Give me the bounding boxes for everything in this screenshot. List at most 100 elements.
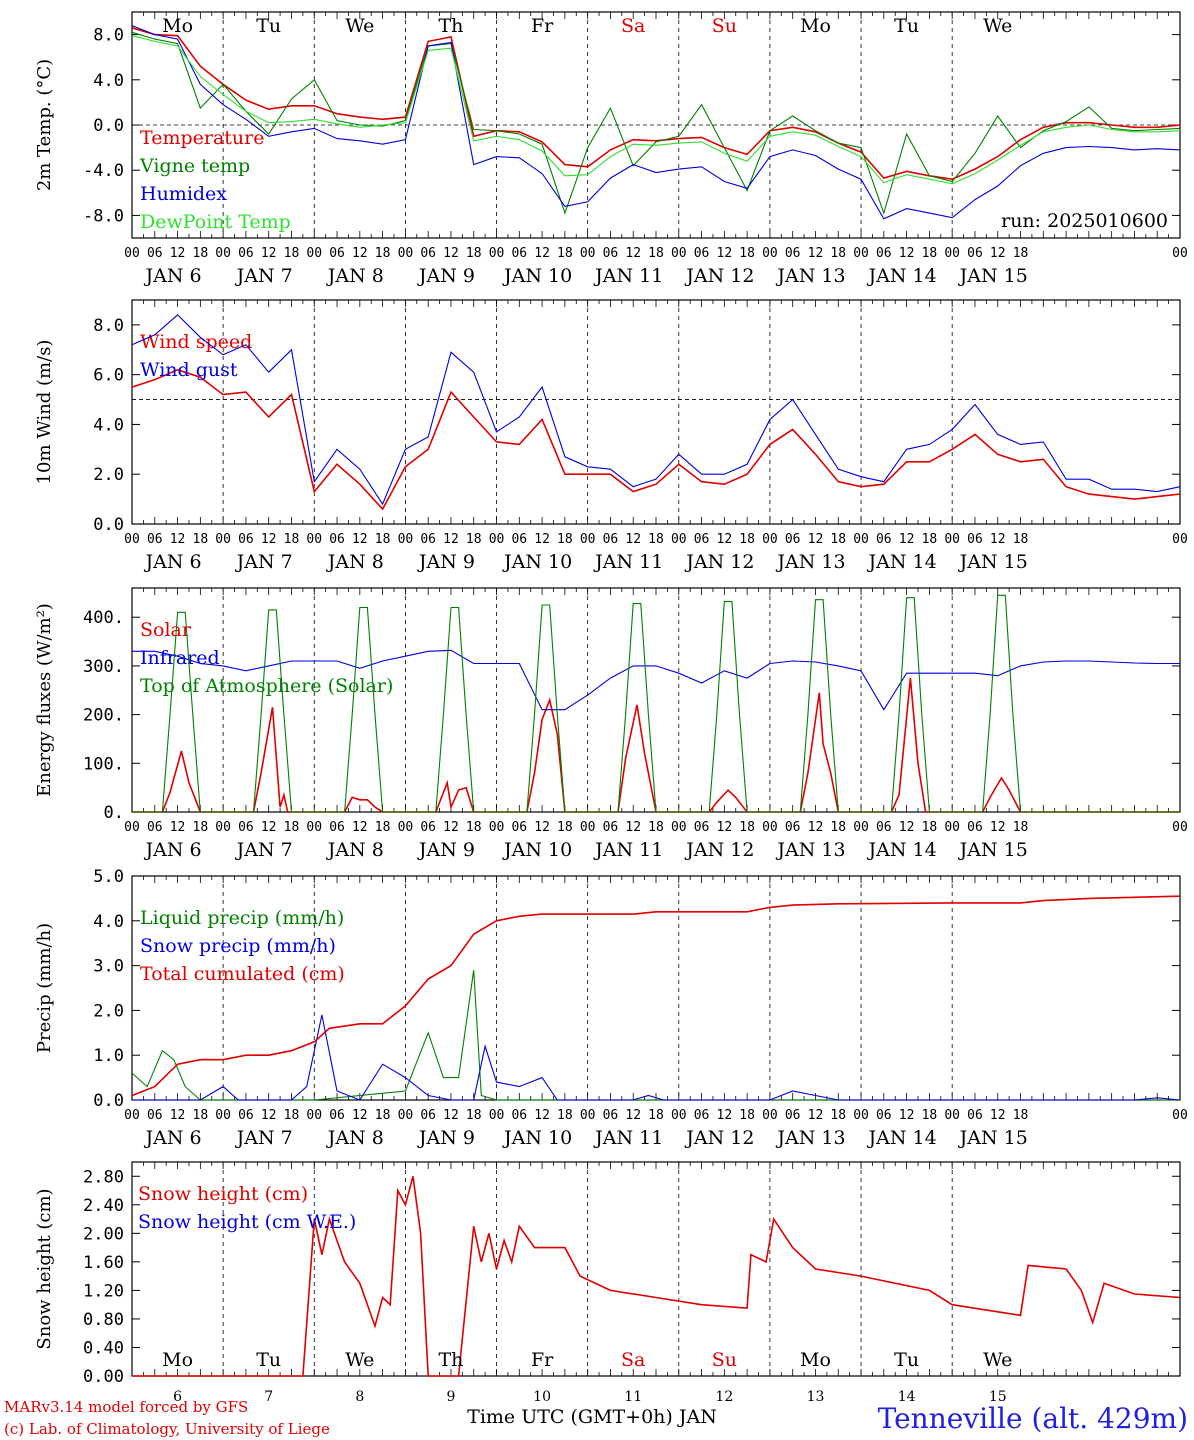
hour-tick-label: 06 <box>238 532 254 547</box>
hour-tick-label: 00 <box>398 246 414 261</box>
hour-tick-label: 12 <box>990 1108 1006 1123</box>
hour-tick-label: 06 <box>603 820 619 835</box>
hour-tick-label: 12 <box>990 532 1006 547</box>
hour-tick-label: 06 <box>420 532 436 547</box>
hour-tick-label: 12 <box>899 1108 915 1123</box>
y-tick-label: 1.60 <box>83 1253 124 1273</box>
plot-frame <box>131 299 1181 525</box>
day-number-label: 11 <box>624 1389 642 1405</box>
date-label: JAN 14 <box>867 839 937 861</box>
series-line <box>131 31 1181 215</box>
date-label: JAN 10 <box>502 265 572 287</box>
day-number-label: 13 <box>807 1389 825 1405</box>
hour-tick-label: 18 <box>922 532 938 547</box>
hour-tick-label: 18 <box>284 1108 300 1123</box>
hour-tick-label: 12 <box>352 532 368 547</box>
date-label: JAN 7 <box>235 265 293 287</box>
date-label: JAN 9 <box>417 1127 475 1149</box>
x-axis-label: Time UTC (GMT+0h) JAN <box>467 1406 717 1428</box>
legend-entry: Infrared <box>140 647 220 669</box>
hour-tick-label: 00 <box>489 820 505 835</box>
hour-tick-label: 00 <box>671 246 687 261</box>
legend-entry: Vigne temp <box>139 155 250 177</box>
hour-tick-label: 12 <box>717 532 733 547</box>
hour-tick-label: 18 <box>1013 820 1029 835</box>
hour-tick-label: 06 <box>147 820 163 835</box>
y-tick-label: 4.0 <box>93 912 124 932</box>
hour-tick-label: 12 <box>443 246 459 261</box>
series-line <box>132 1014 1181 1101</box>
date-label: JAN 7 <box>235 839 293 861</box>
hour-tick-label: 00 <box>398 1108 414 1123</box>
hour-tick-label: 06 <box>785 820 801 835</box>
hour-tick-label: 06 <box>420 246 436 261</box>
hour-tick-label: 12 <box>808 246 824 261</box>
date-label: JAN 7 <box>235 551 293 573</box>
hour-tick-label: 12 <box>534 1108 550 1123</box>
hour-tick-label: 06 <box>785 246 801 261</box>
hour-tick-label: 00 <box>1172 246 1188 261</box>
y-tick-label: 2.0 <box>93 1001 124 1021</box>
hour-tick-label: 18 <box>466 246 482 261</box>
hour-tick-label: 12 <box>625 1108 641 1123</box>
weekday-label: Th <box>438 15 463 37</box>
date-label: JAN 13 <box>775 551 845 573</box>
hour-tick-label: 18 <box>375 820 391 835</box>
hour-tick-label: 06 <box>694 1108 710 1123</box>
hour-tick-label: 12 <box>443 1108 459 1123</box>
hour-tick-label: 18 <box>557 1108 573 1123</box>
weekday-label: Mo <box>162 1349 193 1371</box>
hour-tick-label: 12 <box>717 246 733 261</box>
series-line <box>131 314 1181 506</box>
date-label: JAN 11 <box>593 1127 663 1149</box>
panel-3: 0. 100. 200. 300. 400. Energy fluxes (W/m²) So… <box>34 587 1188 861</box>
date-label: JAN 9 <box>417 839 475 861</box>
y-tick-label: 1.20 <box>83 1281 124 1301</box>
hour-tick-label: 12 <box>170 1108 186 1123</box>
series-line <box>131 27 1181 181</box>
hour-tick-label: 18 <box>922 246 938 261</box>
hour-tick-label: 12 <box>717 1108 733 1123</box>
y-axis-label: Energy fluxes (W/m²) <box>34 603 55 797</box>
y-tick-label: 4.0 <box>93 415 124 435</box>
hour-tick-label: 06 <box>967 820 983 835</box>
date-label: JAN 11 <box>593 839 663 861</box>
weekday-label: Mo <box>162 15 193 37</box>
hour-tick-label: 12 <box>990 246 1006 261</box>
hour-tick-label: 12 <box>625 532 641 547</box>
date-label: JAN 8 <box>326 551 384 573</box>
hour-tick-label: 06 <box>329 1108 345 1123</box>
legend-entry: Solar <box>140 619 192 641</box>
y-axis-label: 10m Wind (m/s) <box>34 340 55 485</box>
hour-tick-label: 12 <box>352 1108 368 1123</box>
y-tick-label: 0.00 <box>83 1367 124 1387</box>
date-label: JAN 14 <box>867 551 937 573</box>
y-tick-label: 1.0 <box>93 1046 124 1066</box>
legend-entry: Snow height (cm) <box>138 1183 308 1205</box>
hour-tick-label: 00 <box>306 1108 322 1123</box>
date-label: JAN 6 <box>144 839 202 861</box>
hour-tick-label: 00 <box>1172 820 1188 835</box>
weekday-label: Tu <box>894 1349 919 1371</box>
hour-tick-label: 00 <box>762 532 778 547</box>
y-tick-label: 5.0 <box>93 867 124 887</box>
hour-tick-label: 12 <box>261 246 277 261</box>
y-tick-label: 8.0 <box>93 26 124 46</box>
hour-tick-label: 12 <box>625 246 641 261</box>
hour-tick-label: 18 <box>193 820 209 835</box>
legend-entry: Top of Atmosphere (Solar) <box>140 675 393 697</box>
legend-entry: Snow height (cm W.E.) <box>138 1211 356 1233</box>
weekday-label: Mo <box>800 1349 831 1371</box>
weekday-label: Tu <box>256 15 281 37</box>
hour-tick-label: 12 <box>352 820 368 835</box>
hour-tick-label: 06 <box>147 1108 163 1123</box>
y-tick-label: 0.0 <box>93 515 124 535</box>
hour-tick-label: 18 <box>375 532 391 547</box>
hour-tick-label: 00 <box>306 246 322 261</box>
hour-tick-label: 00 <box>671 532 687 547</box>
y-tick-label: 200. <box>83 706 124 726</box>
hour-tick-label: 18 <box>739 1108 755 1123</box>
hour-tick-label: 00 <box>215 532 231 547</box>
y-tick-label: 4.0 <box>93 71 124 91</box>
hour-tick-label: 00 <box>944 246 960 261</box>
